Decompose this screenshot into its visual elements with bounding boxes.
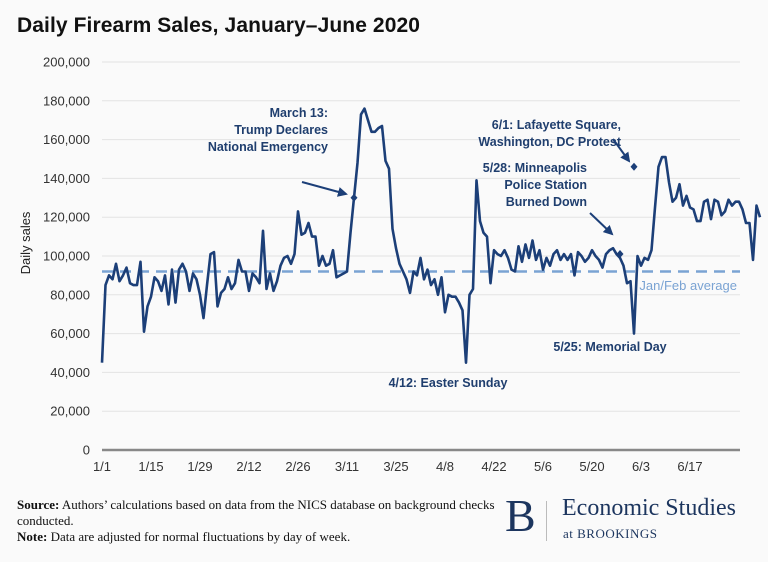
y-tick-label: 140,000 <box>43 171 90 186</box>
annotation-arrow <box>589 212 614 236</box>
x-tick-label: 3/11 <box>335 459 359 474</box>
x-axis-ticks: 1/1 1/15 1/29 2/12 2/26 3/11 3/25 4/8 4/22 5/6 5/2… <box>93 459 703 474</box>
x-tick-label: 6/17 <box>677 459 702 474</box>
annotation-arrow <box>301 181 348 197</box>
x-tick-label: 1/1 <box>93 459 111 474</box>
y-axis-ticks: 0 20,000 40,000 60,000 80,000 100,000 120,000 1… <box>43 55 90 458</box>
y-tick-label: 180,000 <box>43 93 90 108</box>
note-label: Note: <box>17 529 48 544</box>
x-tick-label: 2/26 <box>285 459 310 474</box>
annotation-markers <box>350 162 638 259</box>
average-label: Jan/Feb average <box>639 278 737 293</box>
x-tick-label: 6/3 <box>632 459 650 474</box>
y-tick-label: 80,000 <box>50 287 90 302</box>
annotation-marker <box>350 193 358 202</box>
annotations: March 13: Trump Declares National Emergenc… <box>208 106 667 390</box>
annotation-label: 6/1: Lafayette Square, Washington, DC Pro… <box>478 118 621 149</box>
annotation-label: 5/28: Minneapolis Police Station Burned Do… <box>483 161 587 209</box>
x-tick-label: 3/25 <box>383 459 408 474</box>
logo-subtitle: at BROOKINGS <box>563 526 658 541</box>
annotation-label: March 13: Trump Declares National Emergenc… <box>208 106 328 154</box>
source-text: Authors’ calculations based on data from… <box>17 497 495 528</box>
y-tick-label: 100,000 <box>43 249 90 264</box>
y-tick-label: 20,000 <box>50 404 90 419</box>
x-tick-label: 2/12 <box>236 459 261 474</box>
source-label: Source: <box>17 497 60 512</box>
series-line-daily-sales <box>100 107 762 364</box>
annotation-arrow <box>612 138 631 163</box>
x-tick-label: 5/6 <box>534 459 552 474</box>
footer: Source: Authors’ calculations based on d… <box>17 497 497 545</box>
y-tick-label: 120,000 <box>43 210 90 225</box>
annotation-label: 4/12: Easter Sunday <box>389 376 508 390</box>
y-axis-label: Daily sales <box>18 211 33 274</box>
x-tick-label: 4/22 <box>481 459 506 474</box>
y-tick-label: 0 <box>83 443 90 458</box>
x-tick-label: 5/20 <box>579 459 604 474</box>
source-note: Source: Authors’ calculations based on d… <box>17 497 497 529</box>
x-tick-label: 1/29 <box>187 459 212 474</box>
note-text: Data are adjusted for normal fluctuation… <box>47 529 351 544</box>
annotation-marker <box>630 162 638 171</box>
x-tick-label: 1/15 <box>138 459 163 474</box>
annotation-label: 5/25: Memorial Day <box>553 340 666 354</box>
logo-title: Economic Studies <box>562 495 736 521</box>
annotation-marker <box>616 250 624 259</box>
y-tick-label: 40,000 <box>50 365 90 380</box>
y-tick-label: 200,000 <box>43 55 90 70</box>
logo-letter: B <box>505 490 536 541</box>
gridlines <box>102 61 740 452</box>
x-tick-label: 4/8 <box>436 459 454 474</box>
note: Note: Data are adjusted for normal fluct… <box>17 529 497 545</box>
line-chart: 0 20,000 40,000 60,000 80,000 100,000 120,000 1… <box>18 55 762 474</box>
y-tick-label: 60,000 <box>50 326 90 341</box>
chart-title: Daily Firearm Sales, January–June 2020 <box>17 14 421 37</box>
logo-divider <box>546 501 547 541</box>
y-tick-label: 160,000 <box>43 132 90 147</box>
